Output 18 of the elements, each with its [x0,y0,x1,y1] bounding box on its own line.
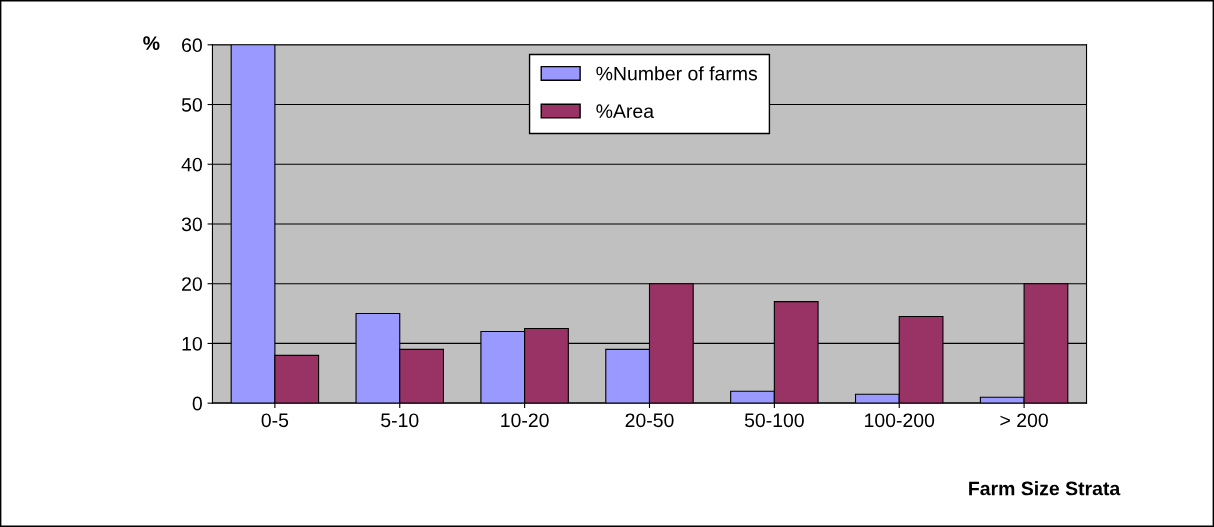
x-tick-label: 100-200 [865,413,935,428]
y-tick-label: 20 [182,277,202,291]
y-tick-label: 60 [182,38,202,53]
x-tick-label: > 200 [1000,413,1048,428]
x-tick-label: 10-20 [501,413,549,428]
y-tick-label: 30 [181,217,202,232]
y-tick-label: 50 [181,97,202,112]
y-axis-title: % [143,36,160,50]
y-tick-label: 0 [192,396,202,411]
legend-label: %Number of farms [596,66,758,81]
y-tick-label: 10 [182,336,202,351]
x-tick-label: 50-100 [744,413,804,428]
x-axis-title: Farm Size Strata [969,481,1121,496]
y-tick-label: 40 [181,157,202,172]
x-tick-label: 5-10 [381,413,419,428]
x-tick-label: 0-5 [261,413,289,428]
legend-label: %Area [596,104,655,119]
x-tick-label: 20-50 [625,413,674,428]
